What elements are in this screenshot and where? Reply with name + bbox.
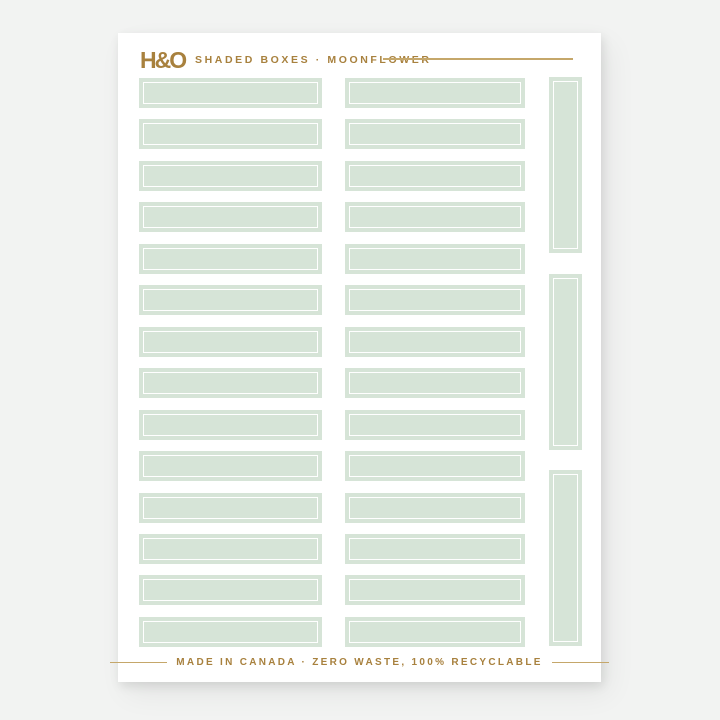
sticker-box-horizontal (139, 451, 322, 482)
footer-rule-left (110, 661, 168, 664)
sticker-box-horizontal (139, 492, 322, 523)
sticker-box-horizontal (345, 533, 525, 564)
sticker-column-middle (345, 78, 525, 647)
sticker-box-horizontal (139, 575, 322, 606)
sticker-box-horizontal (139, 326, 322, 357)
sticker-box-horizontal (139, 616, 322, 647)
sticker-box-horizontal (345, 451, 525, 482)
sticker-box-horizontal (345, 326, 525, 357)
sticker-box-horizontal (139, 368, 322, 399)
sticker-box-horizontal (345, 368, 525, 399)
sticker-box-horizontal (139, 160, 322, 191)
product-title: SHADED BOXES · MOONFLOWER (195, 54, 432, 66)
sticker-box-horizontal (345, 575, 525, 606)
sticker-box-horizontal (139, 78, 322, 108)
sticker-box-vertical (549, 273, 582, 450)
sticker-box-horizontal (139, 243, 322, 274)
sticker-column-left (139, 78, 322, 647)
sticker-box-horizontal (345, 492, 525, 523)
sticker-box-horizontal (139, 533, 322, 564)
sticker-box-horizontal (345, 243, 525, 274)
sticker-box-horizontal (345, 78, 525, 108)
sticker-box-horizontal (139, 285, 322, 316)
sticker-box-horizontal (345, 409, 525, 440)
sticker-box-horizontal (139, 119, 322, 150)
sticker-box-horizontal (345, 285, 525, 316)
header-rule-line (383, 58, 573, 60)
sticker-box-horizontal (139, 409, 322, 440)
sticker-box-horizontal (345, 616, 525, 647)
sticker-box-horizontal (345, 160, 525, 191)
brand-logo: H&O (140, 47, 187, 73)
footer-text: MADE IN CANADA · ZERO WASTE, 100% RECYCL… (176, 657, 543, 668)
footer: MADE IN CANADA · ZERO WASTE, 100% RECYCL… (110, 657, 609, 668)
sticker-box-horizontal (345, 119, 525, 150)
sticker-sheet: H&O SHADED BOXES · MOONFLOWER MADE IN CA… (110, 33, 609, 682)
sticker-box-horizontal (139, 202, 322, 233)
footer-rule-right (551, 661, 609, 664)
sticker-box-horizontal (345, 202, 525, 233)
sticker-box-vertical (549, 77, 582, 253)
sticker-box-vertical (549, 470, 582, 646)
sticker-column-right (549, 77, 582, 646)
